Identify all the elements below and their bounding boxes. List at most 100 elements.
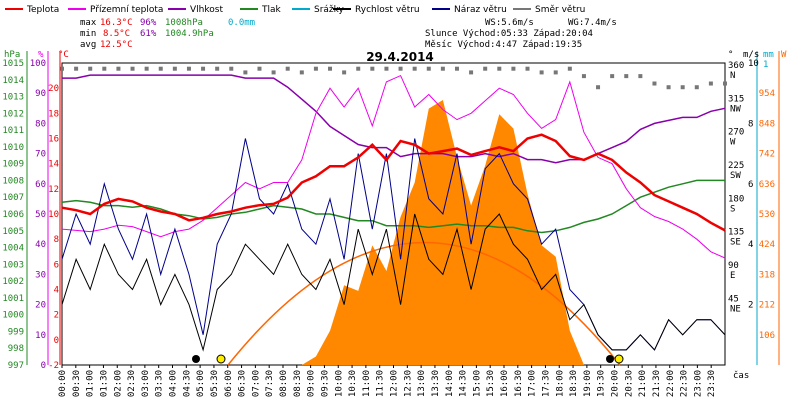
wind-axis-label: m/s — [743, 50, 759, 60]
wind-direction-point — [243, 70, 248, 75]
moonrise-marker — [192, 355, 200, 363]
pct-tick-label: 30 — [35, 270, 46, 280]
wind-direction-point — [581, 74, 586, 79]
temp-tick-label: 14 — [48, 160, 59, 170]
x-tick-label: 10:00 — [334, 370, 344, 397]
dir-name-label: SW — [730, 171, 741, 181]
wind-direction-point — [144, 66, 149, 71]
wind-direction-point — [426, 66, 431, 71]
wind-direction-point — [723, 81, 727, 86]
temp-tick-label: 20 — [48, 84, 59, 94]
x-tick-label: 00:00 — [58, 370, 68, 397]
wind-direction-point — [708, 81, 713, 86]
rain-tick-label: 1 — [763, 60, 768, 70]
hpa-tick-label: 1000 — [2, 311, 24, 321]
hpa-tick-label: 1003 — [2, 260, 24, 270]
wind-direction-point — [102, 66, 107, 71]
wind-tick-label: 2 — [748, 301, 753, 311]
x-tick-label: 18:30 — [569, 370, 579, 397]
legend-label-3: Tlak — [261, 5, 282, 15]
rad-tick-label: 636 — [759, 180, 775, 190]
wind-direction-point — [285, 66, 290, 71]
temp-tick-label: 6 — [54, 260, 59, 270]
dir-tick-label: 360 — [728, 61, 744, 71]
x-tick-label: 11:30 — [376, 370, 386, 397]
stat-max-hum: 96% — [140, 18, 157, 28]
temp-tick-label: 18 — [48, 109, 59, 119]
legend-label-6: Náraz větru — [454, 5, 507, 15]
rad-tick-label: 530 — [759, 210, 775, 220]
dir-name-label: NE — [730, 304, 741, 314]
x-tick-label: 03:00 — [141, 370, 151, 397]
dir-name-label: SE — [730, 238, 741, 248]
hpa-tick-label: 1009 — [2, 160, 24, 170]
x-tick-label: 05:00 — [196, 370, 206, 397]
stat-ws: WS:5.6m/s — [485, 18, 534, 28]
wind-direction-point — [610, 74, 615, 79]
x-tick-label: 04:00 — [169, 370, 179, 397]
wind-direction-point — [384, 66, 389, 71]
hpa-tick-label: 1001 — [2, 294, 24, 304]
dir-tick-label: 135 — [728, 228, 744, 238]
x-tick-label: 08:30 — [293, 370, 303, 397]
x-tick-label: 20:30 — [624, 370, 634, 397]
wind-direction-point — [469, 70, 474, 75]
rad-tick-label: 424 — [759, 240, 775, 250]
plot-area — [60, 62, 727, 366]
x-tick-label: 17:30 — [541, 370, 551, 397]
pct-tick-label: 20 — [35, 301, 46, 311]
hpa-tick-label: 1011 — [2, 126, 24, 136]
hpa-tick-label: 1008 — [2, 176, 24, 186]
pct-tick-label: 40 — [35, 240, 46, 250]
dir-tick-label: 180 — [728, 194, 744, 204]
wind-direction-point — [497, 66, 502, 71]
wind-direction-point — [412, 66, 417, 71]
wind-direction-point — [342, 70, 347, 75]
sunrise-marker — [216, 354, 226, 364]
x-tick-label: 01:00 — [86, 370, 96, 397]
stat-avg-temp: 12.5°C — [100, 40, 133, 50]
dir-tick-label: 270 — [728, 128, 744, 138]
stat-min-hum: 61% — [140, 29, 157, 39]
wind-direction-point — [356, 66, 361, 71]
x-tick-label: 15:00 — [472, 370, 482, 397]
x-tick-label: 19:30 — [597, 370, 607, 397]
stat-max-label: max — [80, 18, 97, 28]
hpa-tick-label: 997 — [8, 361, 24, 371]
stat-min-temp: 8.5°C — [103, 29, 130, 39]
x-tick-label: 23:00 — [693, 370, 703, 397]
series-wind-speed — [61, 213, 726, 352]
x-tick-label: 00:30 — [72, 370, 82, 397]
wind-direction-point — [624, 74, 629, 79]
legend-label-7: Směr větru — [535, 5, 585, 15]
x-tick-label: 17:00 — [528, 370, 538, 397]
hpa-tick-label: 1002 — [2, 277, 24, 287]
x-tick-label: 06:00 — [224, 370, 234, 397]
wind-direction-point — [271, 70, 276, 75]
x-tick-label: 16:30 — [514, 370, 524, 397]
stat-min-press: 1004.9hPa — [165, 29, 214, 39]
stat-moon: Měsíc Východ:4:47 Západ:19:35 — [425, 40, 582, 50]
x-tick-label: 08:00 — [279, 370, 289, 397]
x-tick-label: 11:00 — [362, 370, 372, 397]
wind-direction-point — [215, 66, 220, 71]
legend-label-1: Přízemní teplota — [90, 5, 163, 15]
legend: Teplota Přízemní teplota Vlhkost Tlak Srážky… — [5, 5, 585, 15]
stat-max-rain: 0.0mm — [228, 18, 255, 28]
stats-panel: max 16.3°C 96% 1008hPa 0.0mm min 8.5°C 6… — [80, 18, 617, 50]
wind-tick-label: 6 — [748, 180, 753, 190]
x-tick-label: 13:30 — [431, 370, 441, 397]
pct-tick-label: 90 — [35, 89, 46, 99]
temp-tick-label: 12 — [48, 185, 59, 195]
wind-direction-point — [158, 66, 163, 71]
x-tick-label: 18:00 — [555, 370, 565, 397]
x-tick-label: 12:00 — [390, 370, 400, 397]
wind-direction-point — [652, 81, 657, 86]
x-tick-label: 20:00 — [611, 370, 621, 397]
x-axis-unit: čas — [733, 370, 749, 381]
temp-tick-label: 8 — [54, 235, 59, 245]
rad-axis-label: W — [781, 50, 787, 60]
dir-axis-label: ° — [728, 50, 733, 60]
x-tick-label: 09:00 — [307, 370, 317, 397]
temp-tick-label: 10 — [48, 210, 59, 220]
